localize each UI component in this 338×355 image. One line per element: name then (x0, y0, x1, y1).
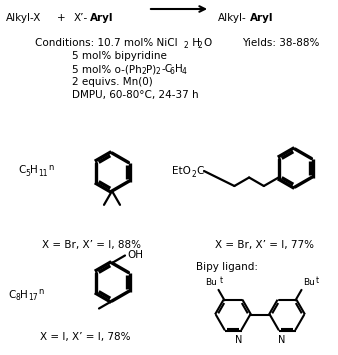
Text: 5 mol% o-(Ph: 5 mol% o-(Ph (72, 64, 142, 74)
Text: DMPU, 60-80°C, 24-37 h: DMPU, 60-80°C, 24-37 h (72, 90, 199, 100)
Text: X = I, X’ = I, 78%: X = I, X’ = I, 78% (40, 332, 130, 342)
Text: 2: 2 (156, 67, 161, 76)
Text: 8: 8 (15, 294, 20, 302)
Text: 2: 2 (184, 42, 189, 50)
Text: Bu: Bu (304, 278, 315, 287)
Text: Aryl: Aryl (90, 13, 114, 23)
Text: 5: 5 (25, 169, 30, 178)
Text: C: C (8, 290, 15, 300)
Text: 17: 17 (28, 294, 38, 302)
Text: Aryl: Aryl (250, 13, 273, 23)
Text: Alkyl-X: Alkyl-X (6, 13, 41, 23)
Text: X = Br, X’ = I, 88%: X = Br, X’ = I, 88% (42, 240, 141, 250)
Text: t: t (219, 276, 223, 285)
Text: H: H (189, 38, 200, 48)
Text: 4: 4 (182, 67, 187, 76)
Text: 2: 2 (141, 67, 146, 76)
Text: N: N (235, 335, 242, 345)
Text: t: t (315, 276, 319, 285)
Text: 2: 2 (191, 170, 196, 179)
Text: H: H (175, 64, 183, 74)
Text: 2: 2 (198, 42, 203, 50)
Text: O: O (203, 38, 211, 48)
Text: Yields: 38-88%: Yields: 38-88% (242, 38, 319, 48)
Text: Bipy ligand:: Bipy ligand: (196, 262, 258, 272)
Text: X’-: X’- (74, 13, 88, 23)
Text: N: N (278, 335, 285, 345)
Text: EtO: EtO (172, 166, 191, 176)
Text: Conditions: 10.7 mol% NiCl: Conditions: 10.7 mol% NiCl (35, 38, 178, 48)
Text: OH: OH (127, 251, 143, 261)
Text: n: n (48, 163, 53, 171)
Text: C: C (18, 165, 25, 175)
Text: 6: 6 (170, 67, 175, 76)
Text: H: H (20, 290, 28, 300)
Text: 5 mol% bipyridine: 5 mol% bipyridine (72, 51, 167, 61)
Text: Bu: Bu (204, 278, 217, 287)
Text: C: C (196, 166, 203, 176)
Text: +: + (57, 13, 66, 23)
Text: Alkyl-: Alkyl- (218, 13, 247, 23)
Text: n: n (38, 288, 43, 296)
Text: 11: 11 (38, 169, 48, 178)
Text: H: H (30, 165, 38, 175)
Text: -C: -C (161, 64, 172, 74)
Text: X = Br, X’ = I, 77%: X = Br, X’ = I, 77% (215, 240, 314, 250)
Text: 2 equivs. Mn(0): 2 equivs. Mn(0) (72, 77, 153, 87)
Text: P): P) (146, 64, 156, 74)
